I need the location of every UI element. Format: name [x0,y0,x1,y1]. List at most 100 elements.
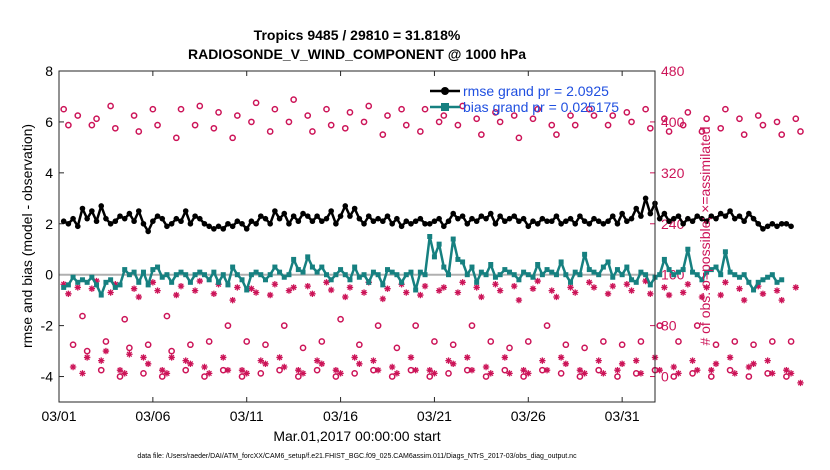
bias-point [446,272,452,278]
possible-obs-point [271,105,279,113]
rmse-point [408,220,414,227]
rmse-point [445,218,452,225]
assimilated-obs-point [144,360,152,368]
bias-point [225,282,231,288]
assimilated-obs-point [388,363,396,371]
bias-point [441,264,447,270]
assimilated-obs-point [745,363,753,371]
possible-obs-point [121,315,129,323]
assimilated-obs-point [750,360,757,368]
rmse-point [262,215,269,222]
possible-obs-point [65,121,72,129]
assimilated-obs-point [773,287,781,294]
bias-point [94,282,100,288]
bias-point [539,272,545,278]
assimilated-obs-point [487,370,494,377]
assimilated-obs-point [694,366,701,374]
bias-point [136,279,142,285]
possible-obs-point [675,338,682,345]
assimilated-obs-point [201,363,208,371]
possible-obs-point [402,121,410,129]
bias-point [610,274,616,280]
rmse-point [459,213,466,219]
plot-frame [58,70,656,403]
possible-obs-point [731,338,739,345]
bias-point [572,269,578,275]
rmse-point [441,223,447,230]
possible-obs-point [585,105,593,113]
possible-obs-point [309,128,316,135]
rmse-point [412,218,419,225]
possible-obs-point [768,338,776,345]
rmse-point [206,223,212,230]
possible-obs-point [248,118,255,126]
possible-obs-point [548,121,556,129]
possible-obs-point [553,131,560,139]
possible-obs-point [435,118,443,126]
bias-point [746,279,752,285]
possible-obs-point [515,134,523,142]
assimilated-obs-point [684,281,692,288]
possible-obs-point [665,128,673,135]
rmse-point [628,215,635,222]
bias-point [521,269,527,275]
rmse-point [243,226,250,232]
y-tick-label-left: 6 [45,114,53,130]
assimilated-obs-point [736,285,743,292]
bias-point [117,282,123,288]
assimilated-obs-point [79,370,86,377]
rmse-point [239,220,245,227]
assimilated-obs-point [675,370,682,377]
bias-point [239,277,245,283]
rmse-point [731,215,738,222]
bias-point [577,272,583,278]
possible-obs-point [182,366,190,374]
possible-obs-point [360,118,368,126]
rmse-point [755,220,762,227]
rmse-point [638,213,644,219]
assimilated-obs-point [69,363,77,371]
assimilated-obs-point [295,366,302,374]
rmse-point [502,218,508,225]
assimilated-obs-point [459,279,466,286]
plot-area [59,71,655,402]
assimilated-obs-point [435,287,443,294]
rmse-point [713,215,719,222]
y-tick-label-left: 8 [45,63,53,79]
rmse-point [656,215,663,222]
bias-point [469,264,475,270]
rmse-point [117,213,123,219]
possible-obs-point [707,373,715,380]
possible-obs-point [449,341,457,349]
possible-obs-point [285,118,293,126]
rmse-point [150,218,156,225]
assimilated-obs-point [511,282,518,290]
possible-obs-point [571,121,579,129]
possible-obs-point [205,338,213,345]
rmse-point [211,226,217,232]
assimilated-obs-point [234,284,241,291]
possible-obs-point [595,366,603,374]
possible-obs-point [351,370,359,377]
possible-obs-point [661,115,668,123]
y-tick-label-right: 0 [661,369,669,385]
rmse-point [140,220,147,227]
possible-obs-point [144,341,152,349]
assimilated-obs-point [224,366,232,374]
bias-point [511,272,517,278]
rmse-point [403,218,410,225]
possible-obs-point [581,344,588,352]
possible-obs-point [337,315,344,323]
chart-title-line-1: Tropics 9485 / 29810 = 31.818% [254,27,461,43]
possible-obs-point [69,341,77,349]
rmse-point [103,215,109,222]
bias-point [563,272,569,278]
assimilated-obs-point [722,279,729,286]
rmse-point [84,215,90,222]
assimilated-obs-point [576,366,584,374]
possible-obs-point [243,338,251,345]
rmse-point [647,210,654,217]
possible-obs-point [787,338,795,345]
rmse-point [746,210,752,217]
rmse-point [694,213,701,219]
